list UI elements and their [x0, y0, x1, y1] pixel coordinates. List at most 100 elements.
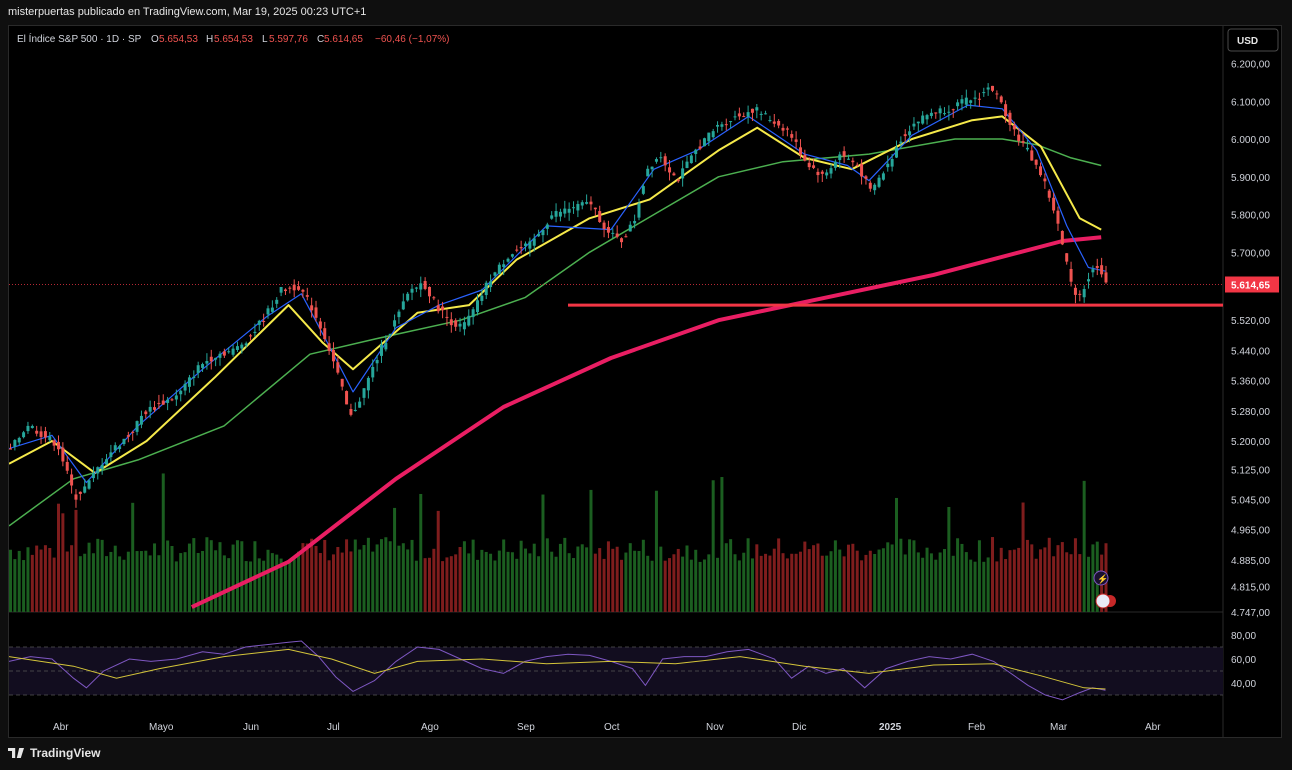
- volume-bar: [545, 538, 549, 612]
- volume-bar: [567, 553, 571, 612]
- footer-brand[interactable]: TradingView: [8, 746, 100, 760]
- candle-body: [929, 112, 933, 116]
- volume-bar: [1008, 550, 1012, 612]
- volume-bar: [689, 559, 693, 612]
- candle-body: [916, 121, 920, 124]
- volume-bar: [493, 560, 497, 612]
- candle-body: [947, 111, 951, 113]
- candle-body: [388, 333, 392, 336]
- volume-bar: [454, 554, 458, 612]
- volume-bar: [314, 546, 318, 612]
- candle-body: [921, 115, 925, 124]
- volume-bar: [449, 556, 453, 612]
- candle-body: [598, 211, 602, 222]
- volume-bar: [109, 551, 113, 612]
- volume-bar: [48, 547, 52, 612]
- candle-body: [663, 156, 667, 166]
- candle-body: [999, 96, 1003, 103]
- candle-body: [890, 159, 894, 167]
- volume-bar: [427, 557, 431, 612]
- volume-bar: [807, 549, 811, 612]
- candle-body: [205, 361, 209, 364]
- volume-bar: [1073, 538, 1077, 612]
- candle-body: [70, 474, 74, 486]
- volume-bar: [519, 540, 523, 612]
- volume-bar: [506, 551, 510, 612]
- candle-body: [803, 154, 807, 161]
- volume-bar: [532, 543, 536, 612]
- candle-body: [825, 172, 829, 176]
- flash-icon[interactable]: [1093, 570, 1109, 586]
- candle-body: [323, 328, 327, 340]
- candle-body: [497, 264, 501, 274]
- candle-body: [973, 97, 977, 99]
- volume-bar: [912, 540, 916, 612]
- candle-body: [689, 155, 693, 164]
- volume-bar: [406, 549, 410, 612]
- volume-bar: [205, 537, 209, 612]
- candle-body: [1025, 147, 1029, 150]
- y-tick-label: 4.965,00: [1231, 526, 1270, 537]
- candle-body: [733, 116, 737, 118]
- volume-bar: [982, 561, 986, 612]
- chart-frame[interactable]: 6.200,00 6.100,00 6.000,00 5.900,00 5.800,00…: [8, 25, 1282, 738]
- candle-body: [270, 307, 274, 312]
- ema-fast-line: [8, 104, 1106, 484]
- volume-bar: [916, 552, 920, 612]
- candle-body: [122, 438, 126, 445]
- volume-bar: [35, 545, 39, 612]
- candle-body: [1043, 178, 1047, 182]
- candle-body: [960, 99, 964, 104]
- volume-bar: [554, 556, 558, 612]
- volume-bar: [654, 490, 658, 612]
- candle-body: [283, 289, 287, 292]
- candle-body: [275, 299, 279, 304]
- y-tick-label: 5.045,00: [1231, 496, 1270, 507]
- volume-bar: [1078, 554, 1082, 612]
- candle-body: [1039, 166, 1043, 176]
- candle-body: [249, 335, 253, 337]
- volume-bar: [921, 557, 925, 612]
- volume-bar: [266, 549, 270, 612]
- candle-body: [61, 447, 65, 462]
- volume-bar: [602, 558, 606, 612]
- candle-body: [266, 308, 270, 315]
- volume-bar: [790, 553, 794, 612]
- us-flag-icon[interactable]: [1095, 593, 1111, 609]
- volume-bar: [698, 561, 702, 612]
- candle-body: [118, 446, 122, 450]
- candle-body: [340, 378, 344, 387]
- candle-body: [1065, 253, 1069, 262]
- candle-body: [1030, 150, 1034, 161]
- candle-body: [187, 377, 191, 387]
- volume-bar: [275, 554, 279, 612]
- candle-body: [672, 173, 676, 176]
- x-tick-label: Mayo: [149, 722, 174, 733]
- candle-body: [393, 320, 397, 327]
- volume-bar: [310, 538, 314, 612]
- volume-bar: [393, 507, 397, 612]
- currency-button[interactable]: [1227, 28, 1279, 52]
- volume-bar: [969, 559, 973, 612]
- volume-bar: [78, 556, 82, 612]
- volume-bar: [956, 538, 960, 612]
- volume-bar: [414, 560, 418, 612]
- chart-canvas[interactable]: 6.200,00 6.100,00 6.000,00 5.900,00 5.800,00…: [8, 26, 1281, 737]
- volume-bar: [580, 544, 584, 612]
- rsi-ma-line: [8, 648, 1106, 690]
- volume-bar: [240, 541, 244, 612]
- candle-body: [113, 445, 117, 451]
- candle-body: [1069, 268, 1073, 282]
- volume-bar: [179, 553, 183, 612]
- x-tick-label: Mar: [1050, 722, 1068, 733]
- legend-o-label: O: [151, 34, 159, 45]
- candle-body: [26, 425, 30, 432]
- candle-body: [711, 131, 715, 138]
- candle-body: [694, 149, 698, 155]
- volume-bar: [105, 556, 109, 612]
- candle-body: [362, 388, 366, 398]
- candle-body: [541, 230, 545, 236]
- candle-body: [620, 238, 624, 243]
- volume-bar: [489, 553, 493, 612]
- volume-bar: [432, 548, 436, 612]
